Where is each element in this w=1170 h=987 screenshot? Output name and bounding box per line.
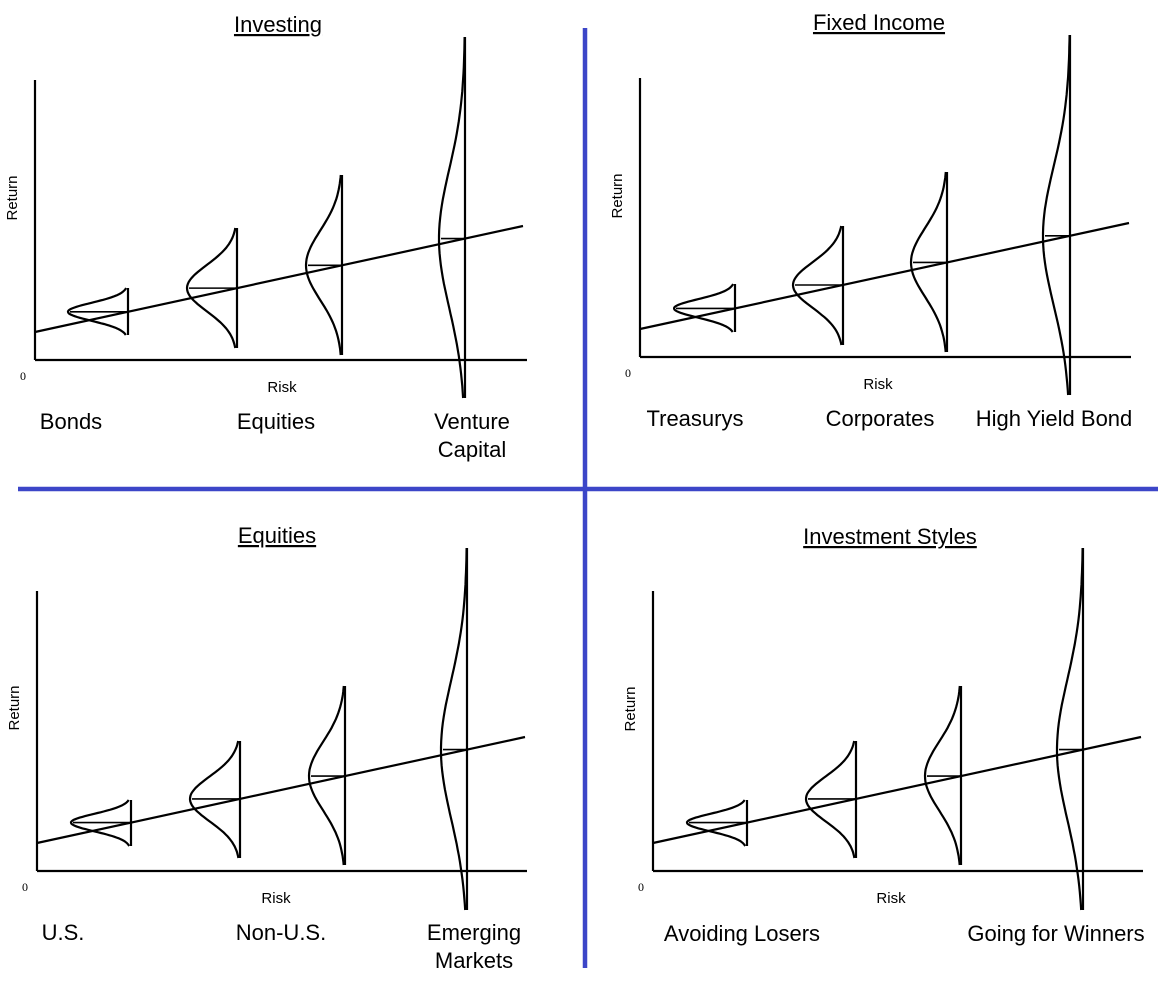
bell-curve	[804, 740, 856, 859]
category-label-line: Going for Winners	[967, 921, 1144, 946]
origin-label: 0	[625, 366, 631, 380]
category-label: Corporates	[826, 406, 935, 431]
category-label-line: Corporates	[826, 406, 935, 431]
bell-curve	[66, 287, 128, 336]
bell-curve	[685, 799, 747, 847]
return-distribution	[66, 287, 130, 336]
origin-label: 0	[638, 880, 644, 894]
return-distribution	[804, 740, 858, 859]
category-label-line: Avoiding Losers	[664, 921, 820, 946]
category-label-line: Bonds	[40, 409, 102, 434]
bell-curve	[1055, 547, 1084, 911]
bell-curve	[307, 685, 345, 866]
category-label: Non-U.S.	[236, 920, 326, 945]
return-distribution	[437, 36, 467, 399]
y-axis-label: Return	[622, 686, 639, 731]
panel-title: Equities	[238, 523, 316, 548]
return-distribution	[304, 174, 344, 356]
panel-title: Investment Styles	[803, 524, 977, 549]
bell-curve	[1041, 34, 1071, 396]
return-distribution	[1055, 547, 1085, 911]
bell-curve	[69, 799, 131, 847]
category-label: High Yield Bond	[976, 406, 1133, 431]
return-distribution	[185, 227, 239, 349]
risk-return-line	[639, 221, 1130, 331]
return-distribution	[685, 799, 749, 847]
return-distribution	[673, 283, 737, 333]
category-label: Emerging Markets	[427, 920, 521, 973]
category-label: Avoiding Losers	[664, 921, 820, 946]
bell-curve	[439, 547, 468, 911]
return-distribution	[69, 799, 133, 847]
category-label: Treasurys	[647, 406, 744, 431]
panel-4: Investment Styles Return Risk 0 Avoiding Los…	[622, 524, 1145, 946]
return-distribution	[791, 225, 845, 346]
quadrant-dividers	[18, 28, 1158, 968]
bell-curve	[909, 171, 947, 353]
category-label-line: Treasurys	[647, 406, 744, 431]
bell-curve	[673, 283, 735, 333]
category-label: Bonds	[40, 409, 102, 434]
bell-curve	[185, 227, 237, 349]
panel-3: Equities Return Risk 0 U.S. Non-U.S. Emerging M…	[6, 523, 527, 973]
bell-curve	[791, 225, 843, 346]
category-label-line: Markets	[435, 948, 513, 973]
x-axis-label: Risk	[267, 379, 297, 396]
bell-curve	[437, 36, 466, 399]
category-label-line: Capital	[438, 437, 506, 462]
category-label: Equities	[237, 409, 315, 434]
panel-title: Fixed Income	[813, 10, 945, 35]
return-distribution	[923, 685, 963, 866]
y-axis-label: Return	[4, 175, 21, 220]
return-distribution	[439, 547, 469, 911]
return-distribution	[307, 685, 347, 866]
origin-label: 0	[22, 880, 28, 894]
bell-curve	[304, 174, 342, 356]
panel-1: Investing Return Risk 0 Bonds Equities Venture…	[4, 12, 527, 462]
category-label-line: Non-U.S.	[236, 920, 326, 945]
origin-label: 0	[20, 369, 26, 383]
bell-curve	[923, 685, 961, 866]
x-axis-label: Risk	[261, 890, 291, 907]
x-axis-label: Risk	[863, 376, 893, 393]
risk-return-line	[34, 224, 524, 334]
panel-2: Fixed Income Return Risk 0 Treasurys Corporat…	[609, 10, 1132, 431]
return-distribution	[909, 171, 949, 353]
category-label-line: Emerging	[427, 920, 521, 945]
return-distribution	[1041, 34, 1072, 396]
risk-return-line	[652, 735, 1142, 845]
category-label-line: U.S.	[42, 920, 85, 945]
panels: Investing Return Risk 0 Bonds Equities Venture…	[4, 10, 1145, 973]
x-axis-label: Risk	[876, 890, 906, 907]
panel-title: Investing	[234, 12, 322, 37]
bell-curve	[188, 740, 240, 859]
category-label: Venture Capital	[434, 409, 510, 462]
risk-return-line	[36, 735, 526, 845]
y-axis-label: Return	[609, 173, 626, 218]
category-label-line: High Yield Bond	[976, 406, 1133, 431]
category-label-line: Venture	[434, 409, 510, 434]
return-distribution	[188, 740, 242, 859]
category-label: Going for Winners	[967, 921, 1144, 946]
y-axis-label: Return	[6, 685, 23, 730]
category-label-line: Equities	[237, 409, 315, 434]
category-label: U.S.	[42, 920, 85, 945]
